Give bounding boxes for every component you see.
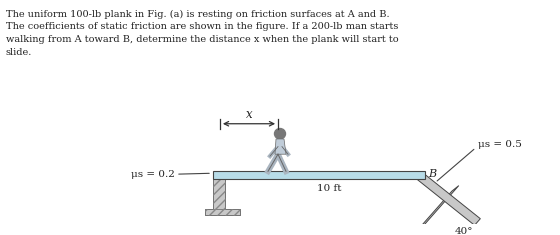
Bar [213,174,225,209]
Text: 40°: 40° [455,227,474,235]
Bar [213,171,425,179]
Text: μs = 0.5: μs = 0.5 [478,140,522,149]
Text: x: x [246,108,253,121]
Text: slide.: slide. [6,48,32,57]
Text: μs = 0.2: μs = 0.2 [131,170,175,179]
Text: The coefficients of static friction are shown in the figure. If a 200-lb man sta: The coefficients of static friction are … [6,22,398,31]
Polygon shape [417,173,480,225]
Bar [213,174,225,209]
Polygon shape [417,186,459,231]
Text: B: B [428,169,436,180]
Polygon shape [275,139,286,154]
Text: 10 ft: 10 ft [317,184,341,193]
Text: The uniform 100-lb plank in Fig. (a) is resting on friction surfaces at A and B.: The uniform 100-lb plank in Fig. (a) is … [6,10,390,19]
Bar [205,209,240,215]
Bar [205,209,240,215]
Circle shape [274,129,286,139]
Text: walking from A toward B, determine the distance x when the plank will start to: walking from A toward B, determine the d… [6,35,399,44]
Text: A: A [214,188,222,199]
